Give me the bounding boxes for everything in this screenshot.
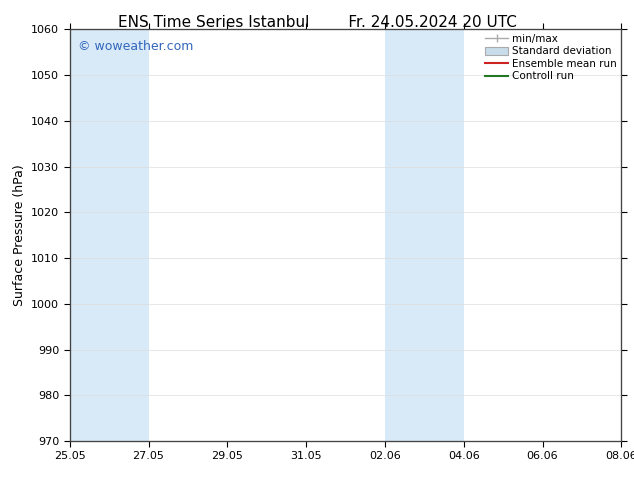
Y-axis label: Surface Pressure (hPa): Surface Pressure (hPa) — [13, 164, 25, 306]
Bar — [70, 29, 148, 441]
Text: ENS Time Series Istanbul        Fr. 24.05.2024 20 UTC: ENS Time Series Istanbul Fr. 24.05.2024 … — [117, 15, 517, 30]
Text: © woweather.com: © woweather.com — [78, 40, 193, 53]
Bar — [385, 29, 463, 441]
Legend: min/max, Standard deviation, Ensemble mean run, Controll run: min/max, Standard deviation, Ensemble me… — [483, 31, 619, 83]
